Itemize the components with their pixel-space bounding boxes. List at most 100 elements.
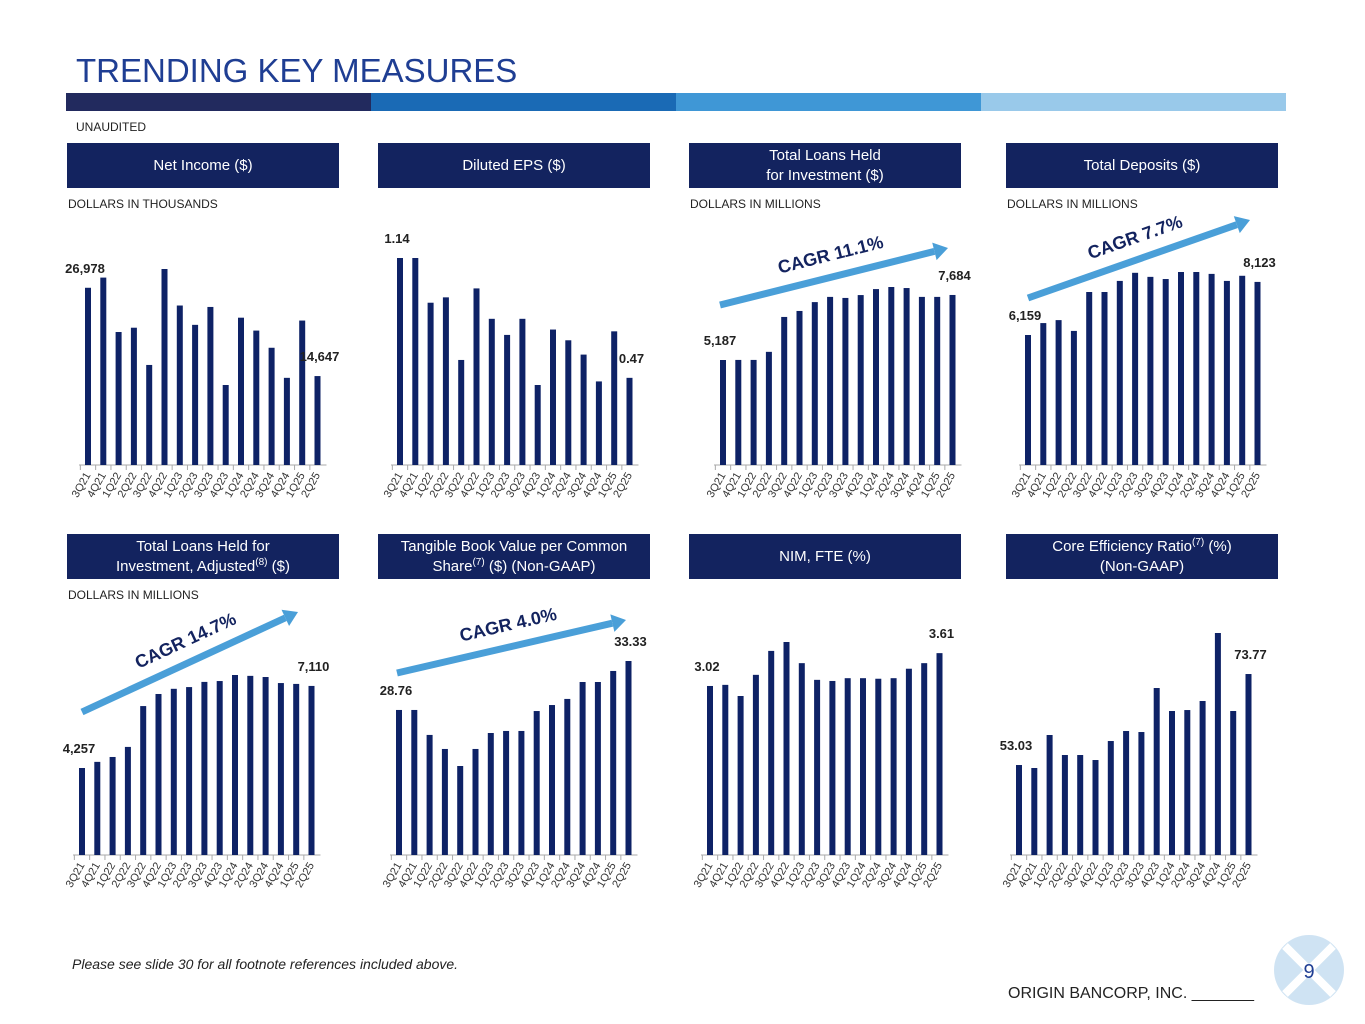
bar [737,696,744,855]
title-part: Diluted EPS ($) [462,156,566,174]
cagr-label: CAGR 7.7% [1085,211,1185,263]
bar [262,677,269,855]
bar [473,288,480,465]
bar [798,663,805,855]
title-part: Net Income ($) [153,156,253,174]
cagr-arrow [719,247,936,309]
value-label: 53.03 [1000,738,1033,753]
cagr-arrowhead [1233,216,1250,234]
chart-title: Total Deposits ($) [1006,143,1278,188]
value-label: 5,187 [704,333,737,348]
bar [1184,710,1191,855]
value-label: 33.33 [614,634,647,649]
bar [1239,275,1246,465]
title-part: (%) (Non-GAAP) [1099,537,1232,575]
chart-title: Net Income ($) [67,143,339,188]
bar [829,680,836,855]
value-label: 3.02 [694,659,719,674]
bar [100,277,107,465]
bar [518,730,525,855]
value-label: 8,123 [1243,255,1276,270]
bar [875,678,882,855]
bar [308,685,315,855]
bar [79,768,85,855]
bar [811,302,818,465]
bar [1245,674,1252,855]
bar [860,678,866,855]
bar [534,385,541,465]
bar [722,684,729,855]
bar [564,698,571,855]
bar [140,706,147,855]
bar [750,359,757,465]
page-number: 9 [1303,961,1314,983]
value-label: 7,684 [938,268,971,283]
value-label: 4,257 [63,741,96,756]
bar [768,650,775,855]
logo-mark [1282,943,1336,997]
bar [873,289,879,465]
bar [1092,760,1099,855]
bar [314,376,321,465]
stripe [66,93,371,111]
bar [155,693,162,855]
bar [903,288,910,465]
bar [1214,633,1221,855]
bar [765,351,772,465]
bar [905,668,912,855]
bar [201,681,208,855]
stripe [981,93,1286,111]
bar [504,334,511,465]
bar [1223,280,1230,465]
bar [1162,279,1169,465]
bar [610,670,617,855]
bar [442,297,449,465]
chart-title: Total Loans Held for Investment ($) [689,143,961,188]
chart-title: Diluted EPS ($) [378,143,650,188]
bar [781,316,788,465]
bar [1101,292,1108,465]
bar [1199,701,1206,855]
bar [1230,711,1237,855]
bar [247,675,254,855]
company-name: ORIGIN BANCORP, INC. _______ [1008,985,1255,1002]
bar [533,711,540,855]
bar [625,661,632,855]
chart-title-text: Total Loans Held for Investment ($) [766,146,884,186]
bar [238,317,244,465]
chart-subtitle: DOLLARS IN THOUSANDS [68,197,218,211]
bar [1193,272,1200,465]
bar [921,663,928,855]
bar [842,297,849,465]
value-label: 73.77 [1234,647,1267,662]
bar [735,359,742,465]
bar [503,730,510,855]
title-part: Total Loans Held for Investment, Adjuste… [116,537,270,575]
bar [472,748,479,855]
bar [207,306,214,465]
bar [1070,330,1077,465]
bar [565,340,572,465]
chart-title-text: NIM, FTE (%) [779,547,871,567]
bar [626,377,633,465]
bar [1178,272,1184,465]
chart-title: Total Loans Held for Investment, Adjuste… [67,534,339,579]
bar [550,329,556,465]
chart-title: NIM, FTE (%) [689,534,961,579]
chart-title: Tangible Book Value per Common Share(7) … [378,534,650,579]
bar [1077,755,1084,855]
bar [1025,335,1031,465]
title-part: ($) (Non-GAAP) [484,557,596,575]
chart-subtitle: DOLLARS IN MILLIONS [1007,197,1138,211]
value-label: 26,978 [65,261,105,276]
chart-title-text: Total Deposits ($) [1084,156,1201,176]
value-label: 7,110 [298,659,330,674]
cagr-arrowhead [932,242,948,261]
bar [192,324,199,465]
bar [934,296,941,465]
bar [707,685,713,855]
bar [426,734,433,855]
bar [783,642,790,855]
bar [299,320,306,465]
